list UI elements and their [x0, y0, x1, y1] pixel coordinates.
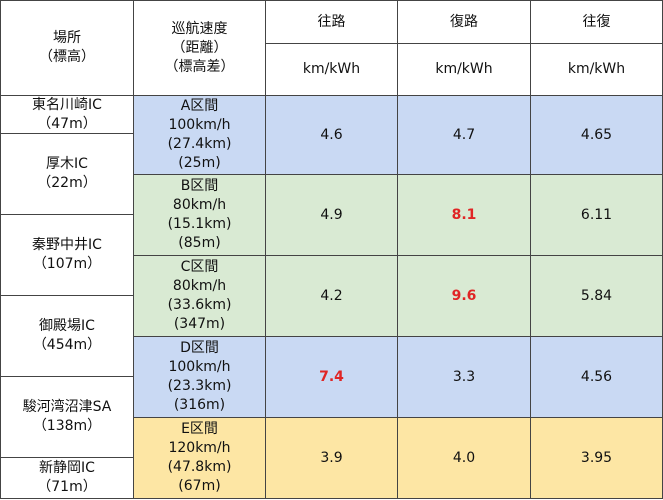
- header-unit: km/kWh: [265, 43, 398, 96]
- cell-text: D区間: [180, 340, 219, 356]
- value: 4.56: [530, 336, 663, 418]
- cell-text: C区間: [180, 259, 219, 275]
- cell-text: （距離）: [171, 39, 228, 56]
- cell-text: 7.4: [319, 368, 344, 385]
- cell-text: （標高差）: [164, 58, 235, 75]
- cell-text: 80km/h: [172, 278, 227, 294]
- value: 6.11: [530, 174, 663, 256]
- cell-text: 4.9: [320, 206, 343, 223]
- cell-text: km/kWh: [302, 61, 361, 77]
- section: B区間 80km/h (15.1km) (85m): [133, 174, 266, 256]
- cell-text: 新静岡IC: [39, 460, 95, 476]
- cell-text: 3.95: [580, 449, 613, 466]
- cell-text: （71m）: [37, 479, 97, 495]
- cell-text: 巡航速度: [171, 20, 228, 37]
- cell-text: 復路: [450, 13, 478, 30]
- cell-text: 4.0: [452, 449, 476, 466]
- cell-text: 3.3: [452, 368, 476, 385]
- cell-text: (23.3km): [167, 378, 232, 394]
- cell-text: 80km/h: [172, 197, 227, 213]
- location: 秦野中井IC （107m）: [0, 214, 134, 296]
- location: 御殿場IC （454m）: [0, 295, 134, 377]
- cell-text: 駿河湾沼津SA: [22, 399, 112, 415]
- cell-text: 東名川崎IC: [32, 96, 102, 113]
- cell-text: 4.6: [320, 126, 343, 143]
- cell-text: km/kWh: [435, 61, 493, 77]
- cell-text: （標高）: [39, 49, 95, 65]
- cell-text: 4.56: [580, 368, 613, 385]
- cell-text: (33.6km): [167, 297, 232, 313]
- cell-text: 場所: [53, 30, 81, 46]
- value: 3.9: [265, 417, 398, 499]
- location: 新静岡IC （71m）: [0, 457, 134, 499]
- cell-text: 120km/h: [168, 440, 231, 456]
- header-unit: km/kWh: [530, 43, 663, 96]
- header-column: 復路: [397, 0, 531, 44]
- cell-text: （107m）: [32, 256, 102, 272]
- cell-text: 5.84: [580, 287, 613, 304]
- location: 駿河湾沼津SA （138m）: [0, 376, 134, 458]
- value: 4.7: [397, 95, 531, 175]
- cell-text: （138m）: [32, 418, 102, 434]
- cell-text: E区間: [181, 421, 218, 437]
- value: 4.65: [530, 95, 663, 175]
- section: A区間 100km/h (27.4km) (25m): [133, 95, 266, 175]
- cell-text: 8.1: [451, 206, 477, 223]
- cell-text: （454m）: [32, 337, 102, 353]
- cell-text: (316m): [173, 397, 226, 413]
- section: D区間 100km/h (23.3km) (316m): [133, 336, 266, 418]
- cell-text: 6.11: [580, 206, 613, 223]
- value: 8.1: [397, 174, 531, 256]
- cell-text: A区間: [180, 98, 219, 114]
- value: 9.6: [397, 255, 531, 337]
- cell-text: (347m): [173, 316, 226, 332]
- cell-text: （22m）: [37, 175, 97, 191]
- cell-text: (15.1km): [167, 216, 232, 232]
- section: C区間 80km/h (33.6km) (347m): [133, 255, 266, 337]
- section: E区間 120km/h (47.8km) (67m): [133, 417, 266, 499]
- cell-text: (85m): [178, 235, 221, 251]
- cell-text: (25m): [178, 155, 221, 171]
- location: 東名川崎IC （47m）: [0, 95, 134, 134]
- cell-text: （47m）: [37, 115, 97, 132]
- cell-text: 御殿場IC: [39, 318, 95, 334]
- cell-text: 9.6: [451, 287, 477, 304]
- value: 4.0: [397, 417, 531, 499]
- cell-text: 往路: [317, 13, 346, 30]
- cell-text: (47.8km): [167, 459, 232, 475]
- value: 7.4: [265, 336, 398, 418]
- header-column: 往復: [530, 0, 663, 44]
- header-location: 場所 （標高）: [0, 0, 134, 96]
- cell-text: km/kWh: [567, 61, 626, 77]
- cell-text: (67m): [178, 478, 221, 494]
- cell-text: 4.2: [320, 287, 343, 304]
- location: 厚木IC （22m）: [0, 133, 134, 215]
- cell-text: (27.4km): [167, 136, 232, 152]
- value: 3.3: [397, 336, 531, 418]
- value: 4.6: [265, 95, 398, 175]
- header-column: 往路: [265, 0, 398, 44]
- cell-text: 4.65: [580, 126, 613, 143]
- value: 4.2: [265, 255, 398, 337]
- cell-text: 厚木IC: [46, 156, 88, 172]
- value: 4.9: [265, 174, 398, 256]
- value: 5.84: [530, 255, 663, 337]
- header-speed: 巡航速度 （距離） （標高差）: [133, 0, 266, 96]
- cell-text: 100km/h: [168, 359, 231, 375]
- cell-text: B区間: [180, 178, 219, 194]
- cell-text: 秦野中井IC: [32, 237, 102, 253]
- cell-text: 往復: [582, 13, 611, 30]
- cell-text: 3.9: [320, 449, 343, 466]
- cell-text: 4.7: [452, 126, 476, 143]
- header-unit: km/kWh: [397, 43, 531, 96]
- value: 3.95: [530, 417, 663, 499]
- cell-text: 100km/h: [168, 117, 231, 133]
